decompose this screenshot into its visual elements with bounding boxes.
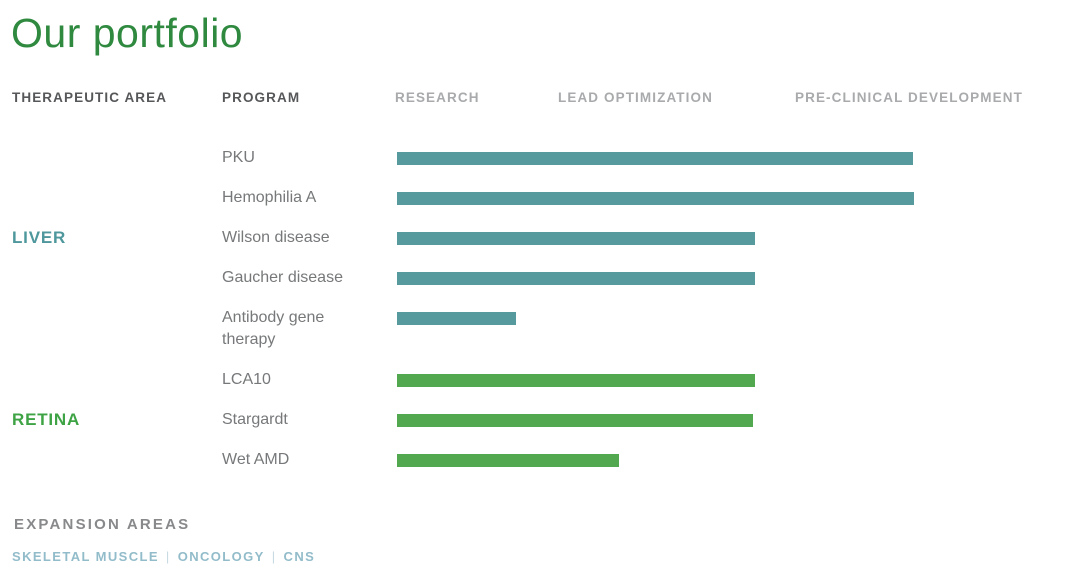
program-label: Wilson disease [222,229,330,247]
expansion-area-cns: CNS [283,549,316,565]
program-stage-bar [397,272,755,286]
program-stage-bar [397,192,914,206]
column-headers: THERAPEUTIC AREA PROGRAM RESEARCH LEAD O… [12,90,1067,106]
program-row: PKU [222,147,1067,187]
expansion-area-oncology: ONCOLOGY [177,549,265,565]
program-row: Gaucher disease [222,267,1067,307]
program-label: Wet AMD [222,451,290,469]
therapeutic-area-group: LIVER PKU Hemophilia A Wilson disease Gauche… [12,147,1067,369]
col-header-research: RESEARCH [395,90,480,106]
program-label: PKU [222,149,255,167]
program-bar-track [397,227,1067,246]
program-label: Antibody gene therapy [222,309,325,349]
page-title: Our portfolio [11,10,244,56]
col-header-preclinical-development: PRE-CLINICAL DEVELOPMENT [795,90,1023,106]
program-bar-track [397,449,1067,468]
program-label: Hemophilia A [222,189,317,207]
program-row: Wilson disease [222,227,1067,267]
col-header-lead-optimization: LEAD OPTIMIZATION [558,90,713,106]
therapeutic-area-label: RETINA [12,410,81,430]
program-rows: LCA10 Stargardt Wet AMD [222,369,1067,489]
program-label: Gaucher disease [222,269,343,287]
program-stage-bar [397,232,755,246]
portfolio-pipeline-chart: LIVER PKU Hemophilia A Wilson disease Gauche… [12,147,1067,489]
program-stage-bar [397,414,753,428]
therapeutic-area-cell: LIVER [12,147,222,369]
expansion-area-skeletal-muscle: SKELETAL MUSCLE [12,549,159,565]
program-stage-bar [397,454,619,468]
program-stage-bar [397,312,516,326]
program-bar-track [397,187,1067,206]
program-stage-bar [397,374,755,388]
expansion-separator: | [271,549,277,565]
col-header-program: PROGRAM [222,90,301,106]
program-stage-bar [397,152,913,166]
therapeutic-area-cell: RETINA [12,369,222,489]
program-bar-track [397,409,1067,428]
program-row: Stargardt [222,409,1067,449]
therapeutic-area-group: RETINA LCA10 Stargardt Wet AMD [12,369,1067,489]
program-row: Antibody gene therapy [222,307,1067,369]
program-label: Stargardt [222,411,288,429]
therapeutic-area-label: LIVER [12,228,67,248]
program-bar-track [397,369,1067,388]
program-rows: PKU Hemophilia A Wilson disease Gaucher dis… [222,147,1067,369]
program-row: Wet AMD [222,449,1067,489]
program-bar-track [397,267,1067,286]
expansion-separator: | [165,549,171,565]
program-row: LCA10 [222,369,1067,409]
program-bar-track [397,147,1067,166]
program-bar-track [397,307,1067,326]
col-header-therapeutic-area: THERAPEUTIC AREA [12,90,168,106]
program-row: Hemophilia A [222,187,1067,227]
program-label: LCA10 [222,371,271,389]
expansion-areas-list: SKELETAL MUSCLE | ONCOLOGY | CNS [12,550,1067,564]
expansion-areas-header: EXPANSION AREAS [14,516,191,534]
